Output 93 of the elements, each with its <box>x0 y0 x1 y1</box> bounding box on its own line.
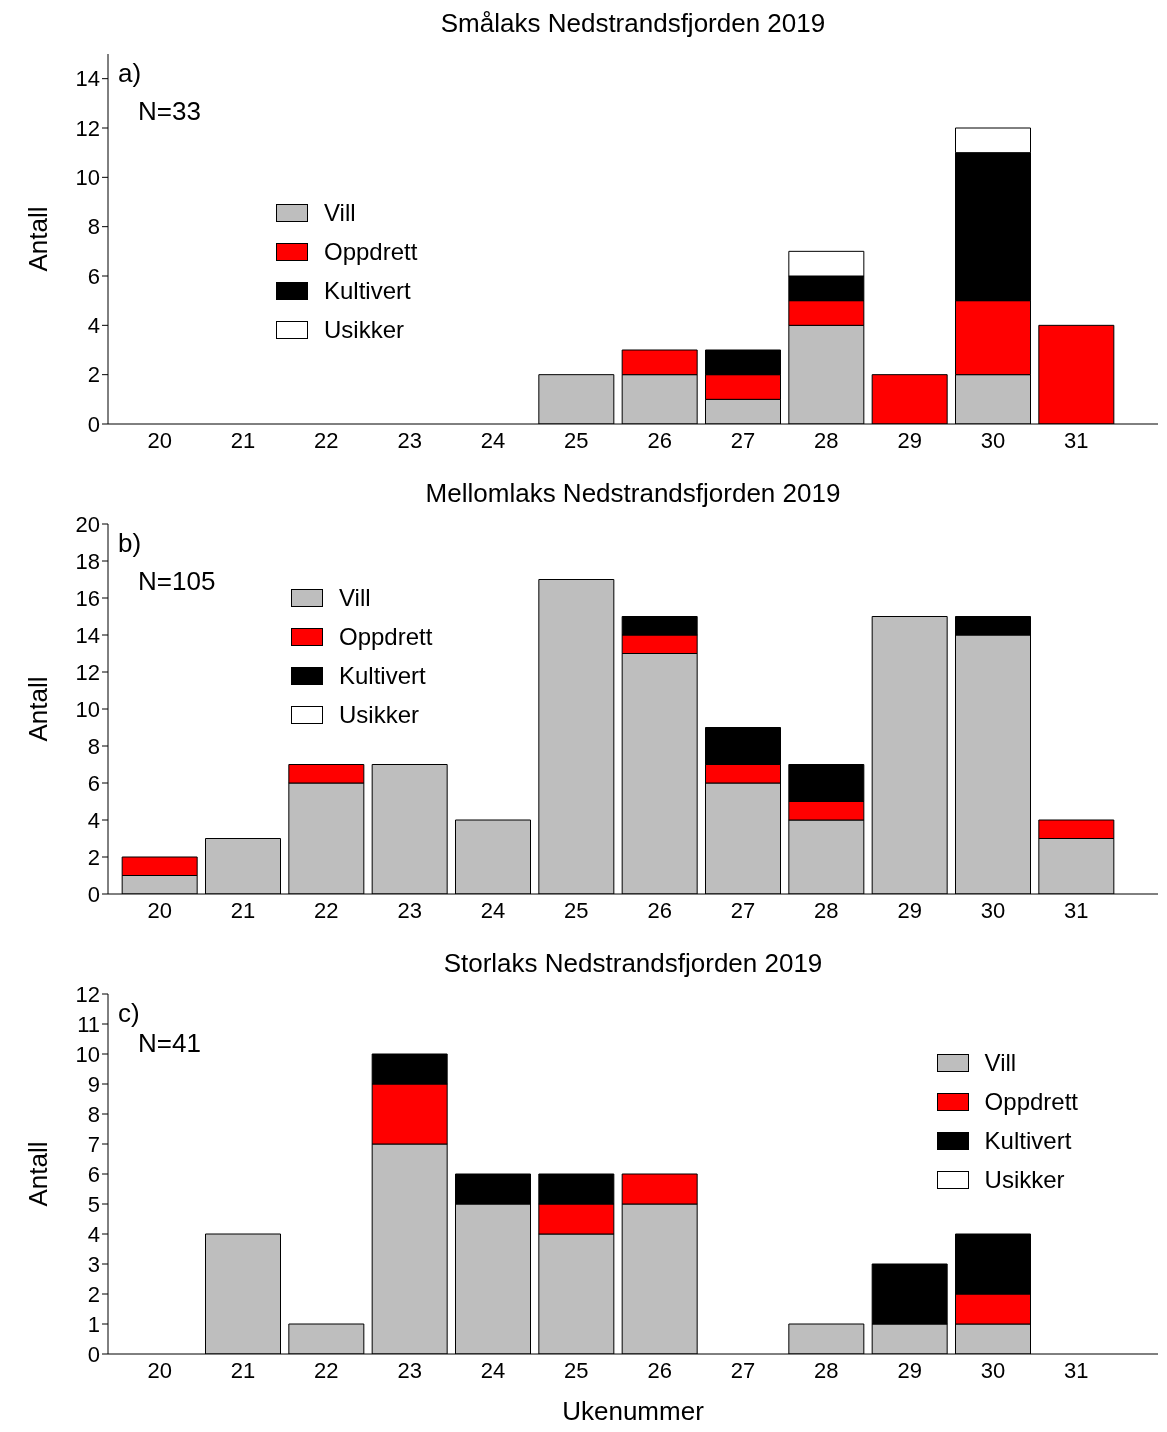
x-tick-label: 25 <box>564 897 589 923</box>
x-tick-label: 31 <box>1064 427 1089 453</box>
legend-label: Kultivert <box>324 276 411 305</box>
x-tick-label: 25 <box>564 1357 589 1383</box>
x-tick-label: 20 <box>147 897 172 923</box>
x-tick-label: 24 <box>480 427 506 453</box>
x-tick-label: 30 <box>980 897 1006 923</box>
annotation: N=33 <box>138 96 201 127</box>
legend-label: Vill <box>339 583 371 612</box>
legend-label: Usikker <box>339 700 420 729</box>
x-tick-label: 21 <box>230 897 256 923</box>
legend-label: Kultivert <box>984 1126 1072 1155</box>
y-axis-title: Antall <box>23 206 54 272</box>
x-tick-label: 28 <box>814 427 839 453</box>
annotation: N=41 <box>138 1028 201 1059</box>
x-tick-label: 31 <box>1064 897 1089 923</box>
y-tick-label: 7 <box>87 1131 100 1157</box>
x-tick-label: 26 <box>647 427 672 453</box>
x-tick-label: 26 <box>647 1357 672 1383</box>
legend-label: Usikker <box>984 1165 1065 1194</box>
y-tick-label: 6 <box>87 770 100 796</box>
annotation: c) <box>118 998 140 1029</box>
y-tick-label: 12 <box>75 115 100 141</box>
y-tick-label: 2 <box>87 362 100 388</box>
y-tick-label: 0 <box>87 881 100 907</box>
x-tick-label: 20 <box>147 427 172 453</box>
x-tick-label: 24 <box>480 897 506 923</box>
y-tick-label: 1 <box>87 1311 100 1337</box>
x-tick-label: 30 <box>980 427 1006 453</box>
legend-label: Vill <box>984 1048 1017 1077</box>
y-tick-label: 10 <box>75 696 100 722</box>
x-tick-label: 20 <box>147 1357 172 1383</box>
y-tick-label: 4 <box>87 313 100 339</box>
x-tick-label: 29 <box>897 897 922 923</box>
x-tick-label: 31 <box>1064 1357 1089 1383</box>
x-axis-title: Ukenummer <box>562 1396 705 1426</box>
chart-title: Mellomlaks Nedstrandsfjorden 2019 <box>425 478 841 508</box>
y-tick-label: 12 <box>75 981 100 1007</box>
x-tick-label: 27 <box>730 897 756 923</box>
y-tick-label: 4 <box>87 1221 100 1247</box>
legend-label: Kultivert <box>339 661 426 690</box>
annotation: N=105 <box>138 566 216 597</box>
x-tick-label: 23 <box>397 897 422 923</box>
x-tick-label: 24 <box>480 1357 506 1383</box>
y-tick-label: 6 <box>87 1161 100 1187</box>
y-tick-label: 10 <box>75 165 100 191</box>
y-tick-label: 8 <box>87 1101 100 1127</box>
y-tick-label: 4 <box>87 807 100 833</box>
x-tick-label: 26 <box>647 897 672 923</box>
x-tick-label: 22 <box>314 427 339 453</box>
legend-label: Oppdrett <box>324 237 418 266</box>
x-tick-label: 21 <box>230 1357 256 1383</box>
x-tick-label: 29 <box>897 1357 922 1383</box>
y-tick-label: 6 <box>87 263 100 289</box>
y-tick-label: 5 <box>87 1191 100 1217</box>
y-tick-label: 0 <box>87 1341 100 1367</box>
x-tick-label: 28 <box>814 1357 839 1383</box>
y-tick-label: 3 <box>87 1251 100 1277</box>
legend-label: Usikker <box>324 315 405 344</box>
chart-title: Storlaks Nedstrandsfjorden 2019 <box>443 948 823 978</box>
x-tick-label: 23 <box>397 1357 422 1383</box>
y-tick-label: 18 <box>75 548 100 574</box>
y-tick-label: 2 <box>87 844 100 870</box>
y-tick-label: 16 <box>75 585 100 611</box>
annotation: b) <box>118 528 142 559</box>
x-tick-label: 21 <box>230 427 256 453</box>
y-tick-label: 11 <box>77 1011 100 1037</box>
y-tick-label: 14 <box>75 66 100 92</box>
y-tick-label: 12 <box>75 659 100 685</box>
x-tick-label: 28 <box>814 897 839 923</box>
y-tick-label: 9 <box>87 1071 100 1097</box>
y-tick-label: 2 <box>87 1281 100 1307</box>
legend-label: Vill <box>324 198 356 227</box>
y-tick-label: 8 <box>87 214 100 240</box>
annotation: a) <box>118 58 142 89</box>
x-tick-label: 30 <box>980 1357 1006 1383</box>
y-tick-label: 8 <box>87 733 100 759</box>
legend-label: Oppdrett <box>984 1087 1078 1116</box>
x-tick-label: 29 <box>897 427 922 453</box>
x-tick-label: 23 <box>397 427 422 453</box>
x-tick-label: 25 <box>564 427 589 453</box>
y-tick-label: 14 <box>75 622 100 648</box>
x-tick-label: 27 <box>730 427 756 453</box>
chart-title: Smålaks Nedstrandsfjorden 2019 <box>439 8 827 40</box>
x-tick-label: 22 <box>314 1357 339 1383</box>
y-axis-title: Antall <box>23 676 54 742</box>
y-tick-label: 10 <box>75 1041 100 1067</box>
y-tick-label: 20 <box>75 511 100 537</box>
x-tick-label: 27 <box>730 1357 756 1383</box>
x-tick-label: 22 <box>314 897 339 923</box>
legend-label: Oppdrett <box>339 622 433 651</box>
y-axis-title: Antall <box>23 1141 54 1207</box>
y-tick-label: 0 <box>87 411 100 437</box>
